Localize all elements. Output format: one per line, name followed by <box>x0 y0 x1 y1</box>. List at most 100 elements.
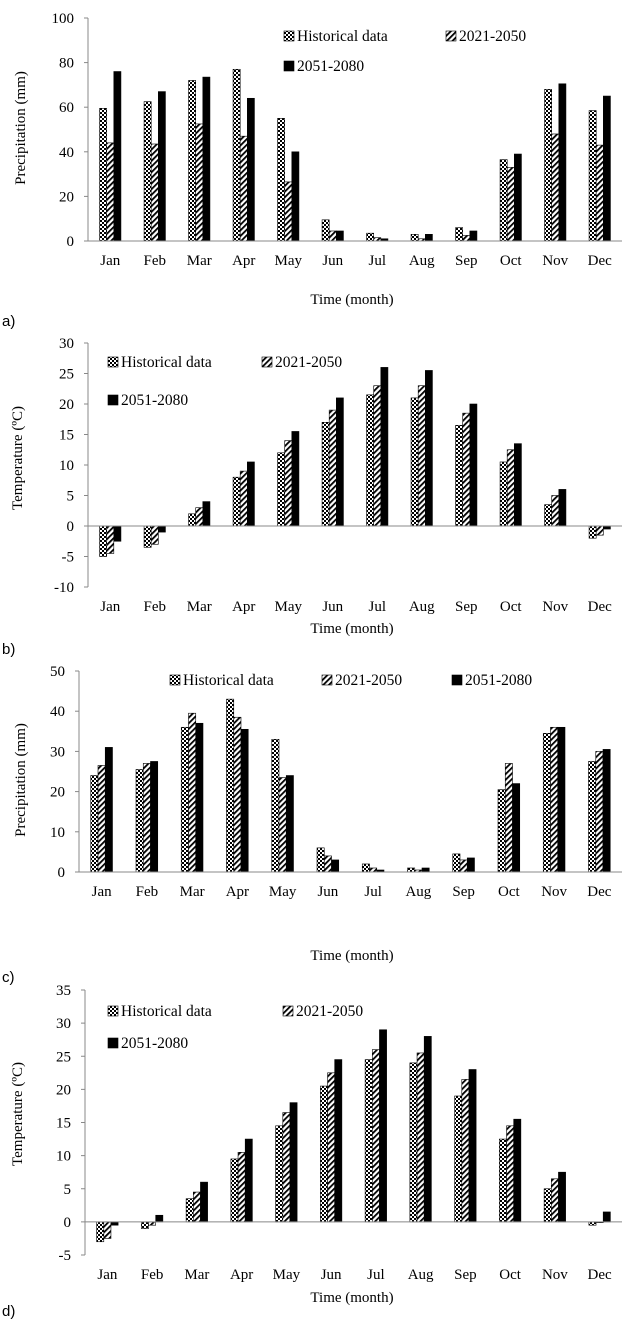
x-tick-label: Mar <box>184 1267 209 1283</box>
bar-p2021-aug <box>417 385 426 527</box>
bar-historical-apr <box>230 1158 239 1223</box>
bar-historical-feb <box>143 525 152 548</box>
bar-p2021-may <box>278 777 287 873</box>
bar-p2051-aug <box>425 234 433 242</box>
y-tick-label: 0 <box>67 519 75 535</box>
x-tick-label: Dec <box>587 884 611 900</box>
bar-p2051-oct <box>513 1118 522 1223</box>
legend-swatch-historical <box>107 356 119 368</box>
legend-swatch-historical <box>283 30 295 42</box>
x-tick-label: Oct <box>500 599 522 615</box>
y-tick-label: 40 <box>59 145 74 161</box>
bar-historical-apr <box>226 698 235 873</box>
bar-p2051-feb <box>158 525 166 533</box>
bar-historical-jun <box>321 421 330 527</box>
x-tick-label: Jun <box>322 599 343 615</box>
x-axis-title: Time (month) <box>310 948 393 964</box>
bar-p2051-aug <box>425 370 433 527</box>
legend-swatch-p2051 <box>283 60 295 72</box>
bar-p2051-nov <box>558 1171 566 1223</box>
y-axis-title: Temperature (ºC) <box>10 1062 26 1166</box>
bar-p2051-aug <box>423 1036 432 1223</box>
x-tick-label: Jul <box>368 599 386 615</box>
bar-p2051-sep <box>469 230 478 242</box>
legend-swatch-p2051 <box>107 1037 119 1049</box>
y-tick-label: -5 <box>62 550 75 566</box>
bar-p2051-mar <box>202 501 211 527</box>
bar-historical-mar <box>188 80 196 242</box>
y-tick-label: 20 <box>50 785 65 801</box>
y-tick-label: 15 <box>56 1116 71 1132</box>
bar-historical-feb <box>135 769 144 873</box>
y-tick-label: 30 <box>56 1016 71 1032</box>
x-tick-label: Apr <box>232 599 255 615</box>
x-axis-title: Time (month) <box>310 292 393 308</box>
x-tick-label: Feb <box>141 1267 164 1283</box>
bar-p2051-apr <box>240 728 249 873</box>
bar-historical-may <box>277 118 285 242</box>
legend-label-p2021: 2021-2050 <box>459 28 526 45</box>
x-tick-label: Apr <box>232 253 255 269</box>
x-tick-label: Jul <box>367 1267 385 1283</box>
bar-p2021-may <box>284 440 293 527</box>
bar-p2021-nov <box>551 133 560 242</box>
x-tick-label: Feb <box>144 253 167 269</box>
bar-p2051-may <box>289 1102 298 1223</box>
bar-p2021-mar <box>192 1191 201 1223</box>
bar-historical-may <box>277 452 285 527</box>
panel-label: d) <box>2 1303 15 1319</box>
y-tick-label: 5 <box>67 489 75 505</box>
bar-p2051-sep <box>468 1069 477 1223</box>
bar-historical-jan <box>90 775 99 873</box>
bar-historical-jul <box>366 394 374 527</box>
bar-p2051-jan <box>104 747 113 873</box>
bar-p2051-may <box>291 151 300 242</box>
bar-p2021-oct <box>506 167 515 242</box>
x-tick-label: Aug <box>409 599 435 615</box>
bar-p2051-jun <box>331 859 340 873</box>
bar-p2021-feb <box>150 143 159 242</box>
bar-p2051-apr <box>247 461 255 527</box>
bar-p2021-sep <box>462 235 471 242</box>
bar-p2051-jan <box>113 525 122 542</box>
bar-p2051-apr <box>244 1138 253 1223</box>
x-tick-label: Jun <box>321 1267 342 1283</box>
y-tick-label: 10 <box>50 825 65 841</box>
bar-historical-dec <box>588 761 597 873</box>
x-tick-label: Dec <box>588 1267 612 1283</box>
legend-swatch-historical <box>169 674 181 686</box>
bar-p2021-dec <box>595 144 604 242</box>
bar-p2021-mar <box>188 712 197 873</box>
bar-historical-dec <box>588 525 597 539</box>
bar-historical-jun <box>321 219 330 242</box>
y-tick-label: 20 <box>59 189 74 205</box>
bar-p2051-nov <box>557 726 566 873</box>
legend-label-p2051: 2051-2080 <box>465 672 532 689</box>
y-tick-label: -10 <box>54 580 74 596</box>
bar-historical-jul <box>366 232 374 242</box>
bar-p2021-oct <box>506 449 515 527</box>
bar-p2051-mar <box>202 76 211 242</box>
bar-historical-mar <box>185 1198 194 1223</box>
panel-label: a) <box>2 313 15 330</box>
x-tick-label: May <box>275 253 303 269</box>
y-tick-label: 0 <box>67 234 75 250</box>
bar-p2051-dec <box>603 95 611 242</box>
bar-p2021-jul <box>369 867 378 873</box>
bar-historical-aug <box>410 234 419 242</box>
bar-p2021-jul <box>371 1049 380 1223</box>
chart-panel-c: 0 10 20 30 40 50 Jan Feb Mar Apr May Jun Jul Aug Sep Oc… <box>2 664 622 986</box>
bar-p2021-apr <box>239 135 248 242</box>
x-tick-label: Apr <box>226 884 249 900</box>
y-tick-label: 15 <box>59 428 74 444</box>
y-tick-label: 50 <box>50 664 65 680</box>
bar-p2021-apr <box>237 1152 246 1223</box>
x-tick-label: Nov <box>542 599 568 615</box>
x-tick-label: Dec <box>588 253 612 269</box>
bar-p2021-sep <box>461 1079 470 1223</box>
bar-p2021-jan <box>103 1221 112 1239</box>
legend-label-p2021: 2021-2050 <box>335 672 402 689</box>
x-tick-label: Feb <box>144 599 167 615</box>
bar-p2051-may <box>285 775 294 873</box>
bar-p2021-oct <box>504 763 513 873</box>
